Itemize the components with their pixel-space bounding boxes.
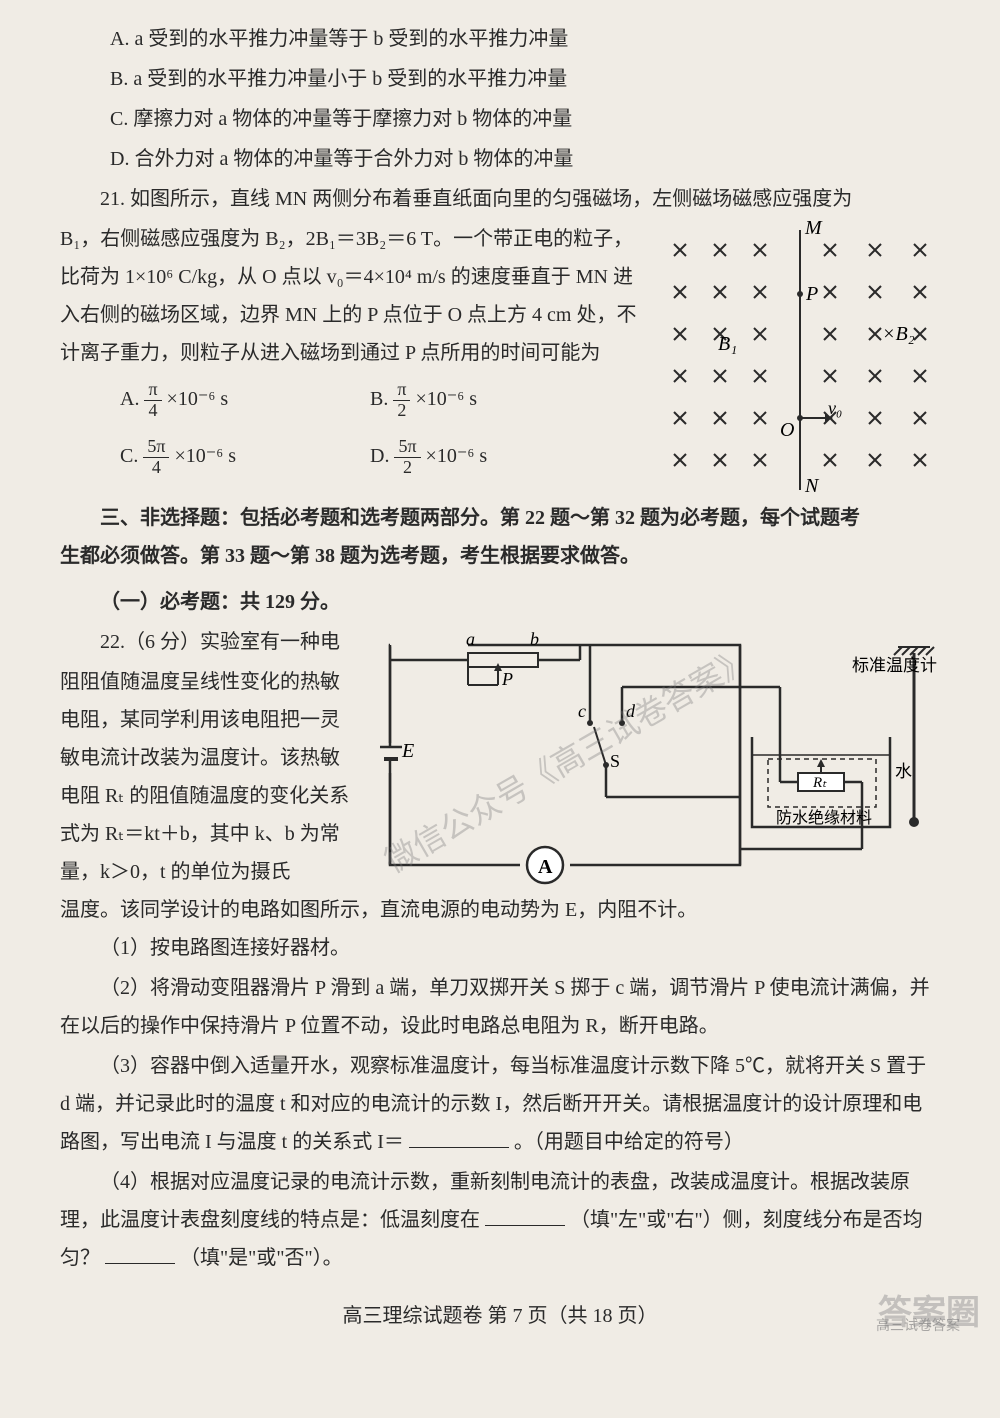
q21-lead-text: 如图所示，直线 MN 两侧分布着垂直纸面向里的匀强磁场，左侧磁场磁感应强度为 xyxy=(130,188,852,210)
label-e: E xyxy=(401,740,414,762)
label-pp: P xyxy=(501,669,513,689)
q22-s1: （1）按电路图连接好器材。 xyxy=(60,929,940,967)
opt-b-suf: ×10⁻⁶ s xyxy=(415,388,477,410)
opt-b-pre: B. xyxy=(370,388,393,410)
opt-a-suf: ×10⁻⁶ s xyxy=(167,388,229,410)
q21-lead: 21. 如图所示，直线 MN 两侧分布着垂直纸面向里的匀强磁场，左侧磁场磁感应强… xyxy=(60,180,940,218)
footer-text: 高三理综试题卷 第 7 页（共 18 页） xyxy=(343,1305,658,1327)
label-b1: B₁ xyxy=(718,333,737,355)
q21-opt-d: D. 5π2 ×10⁻⁶ s xyxy=(370,429,620,486)
q20-opt-c: C. 摩擦力对 a 物体的冲量等于摩擦力对 b 物体的冲量 xyxy=(60,100,940,138)
frac-icon: 5π2 xyxy=(394,437,420,478)
label-thermometer: 标准温度计 xyxy=(852,656,937,675)
corner-watermark-small: 高三试卷答案 xyxy=(876,1314,960,1341)
q21-choices: A. π4 ×10⁻⁶ s B. π2 ×10⁻⁶ s C. 5π4 ×10⁻⁶… xyxy=(60,372,620,485)
section3-l1: 三、非选择题：包括必考题和选考题两部分。第 22 题～第 32 题为必考题，每个… xyxy=(60,499,940,537)
q22-wrap: 22.（6 分）实验室有一种电 阻阻值随温度呈线性变化的热敏电阻，某同学利用该电… xyxy=(60,623,940,891)
blank-3[interactable] xyxy=(105,1242,175,1264)
q22-s4c: （填"是"或"否"）。 xyxy=(180,1247,343,1269)
den: 4 xyxy=(144,401,161,421)
label-m: M xyxy=(804,220,823,239)
den: 2 xyxy=(393,401,410,421)
num: π xyxy=(393,380,410,401)
opt-a-pre: A. xyxy=(120,388,144,410)
q22-tail: 温度。该同学设计的电路如图所示，直流电源的电动势为 E，内阻不计。 xyxy=(60,891,940,929)
q22-s3b: 。（用题目中给定的符号） xyxy=(514,1131,744,1153)
frac-icon: π2 xyxy=(393,380,410,421)
q21-body-wrap: B₁，右侧磁感应强度为 B₂，2B₁＝3B₂＝6 T。一个带正电的粒子，比荷为 … xyxy=(60,220,940,485)
q22-s2: （2）将滑动变阻器滑片 P 滑到 a 端，单刀双掷开关 S 掷于 c 端，调节滑… xyxy=(60,969,940,1045)
ammeter-label: A xyxy=(538,856,553,878)
q20-opt-d: D. 合外力对 a 物体的冲量等于合外力对 b 物体的冲量 xyxy=(60,140,940,178)
num: π xyxy=(144,380,161,401)
label-c: c xyxy=(578,701,586,721)
num: 5π xyxy=(143,437,169,458)
section3-sub: （一）必考题：共 129 分。 xyxy=(60,583,940,621)
q22-s4: （4）根据对应温度记录的电流计示数，重新刻制电流计的表盘，改装成温度计。根据改装… xyxy=(60,1163,940,1277)
label-insulation: 防水绝缘材料 xyxy=(776,809,872,827)
label-n: N xyxy=(804,475,820,497)
q21-opt-c: C. 5π4 ×10⁻⁶ s xyxy=(120,429,370,486)
label-b2: ×B₂ xyxy=(882,323,915,345)
q21-figure: M N P O v₀ B₁ ×B₂ xyxy=(650,220,950,500)
opt-d-pre: D. xyxy=(370,445,394,467)
opt-c-pre: C. xyxy=(120,445,143,467)
opt-d-suf: ×10⁻⁶ s xyxy=(426,445,488,467)
label-s: S xyxy=(610,751,620,771)
q20-opt-a: A. a 受到的水平推力冲量等于 b 受到的水平推力冲量 xyxy=(60,20,940,58)
label-b: b xyxy=(530,629,539,649)
label-o: O xyxy=(780,419,794,441)
q22-body: 阻阻值随温度呈线性变化的热敏电阻，某同学利用该电阻把一灵敏电流计改装为温度计。该… xyxy=(60,663,350,891)
label-v0: v₀ xyxy=(828,398,842,418)
q22-s3: （3）容器中倒入适量开水，观察标准温度计，每当标准温度计示数下降 5℃，就将开关… xyxy=(60,1047,940,1161)
blank-1[interactable] xyxy=(409,1126,509,1148)
q21-body: B₁，右侧磁感应强度为 B₂，2B₁＝3B₂＝6 T。一个带正电的粒子，比荷为 … xyxy=(60,220,640,372)
label-water: 水 xyxy=(895,762,912,781)
q22-head: 22.（6 分）实验室有一种电 xyxy=(60,623,350,661)
frac-icon: π4 xyxy=(144,380,161,421)
label-p: P xyxy=(805,283,818,305)
q22-circuit-figure: A a b xyxy=(380,627,940,887)
section3-l2: 生都必须做答。第 33 题～第 38 题为选考题，考生根据要求做答。 xyxy=(60,537,940,575)
label-rt: Rₜ xyxy=(812,775,827,791)
page-footer: 高三理综试题卷 第 7 页（共 18 页） 答案圈 高三试卷答案 xyxy=(60,1297,940,1335)
q21-opt-a: A. π4 ×10⁻⁶ s xyxy=(120,372,370,429)
num: 5π xyxy=(394,437,420,458)
frac-icon: 5π4 xyxy=(143,437,169,478)
q21-opt-b: B. π2 ×10⁻⁶ s xyxy=(370,372,620,429)
label-d: d xyxy=(626,701,636,721)
blank-2[interactable] xyxy=(485,1204,565,1226)
label-a: a xyxy=(466,629,475,649)
den: 4 xyxy=(143,458,169,478)
q21-num: 21. xyxy=(100,188,130,210)
den: 2 xyxy=(394,458,420,478)
q20-opt-b: B. a 受到的水平推力冲量小于 b 受到的水平推力冲量 xyxy=(60,60,940,98)
opt-c-suf: ×10⁻⁶ s xyxy=(174,445,236,467)
